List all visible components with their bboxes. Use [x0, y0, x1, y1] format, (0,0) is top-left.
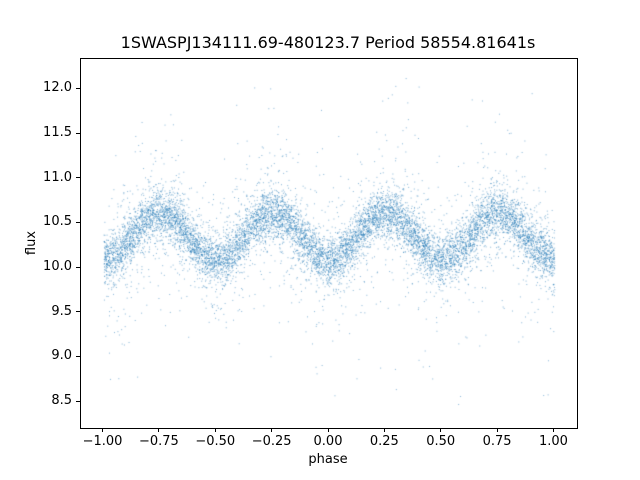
plot-area	[80, 58, 578, 429]
y-tick-mark	[76, 311, 80, 313]
y-tick-label: 10.0	[43, 259, 72, 275]
chart-title: 1SWASPJ134111.69-480123.7 Period 58554.8…	[120, 33, 536, 52]
x-tick-label: −0.50	[195, 434, 236, 449]
x-axis-label: phase	[308, 452, 348, 467]
y-axis-label: flux	[24, 230, 39, 255]
x-tick-mark	[496, 428, 498, 432]
y-tick-mark	[76, 355, 80, 357]
x-tick-mark	[440, 428, 442, 432]
x-tick-mark	[158, 428, 160, 432]
y-tick-mark	[76, 87, 80, 89]
x-tick-mark	[271, 428, 273, 432]
scatter-points	[81, 59, 577, 428]
x-tick-label: 0.50	[426, 434, 456, 449]
y-tick-mark	[76, 221, 80, 223]
y-tick-label: 9.5	[51, 303, 72, 319]
x-tick-label: 0.00	[313, 434, 343, 449]
y-tick-label: 11.0	[43, 169, 72, 185]
y-tick-label: 9.0	[51, 348, 72, 364]
x-tick-mark	[327, 428, 329, 432]
y-tick-label: 8.5	[51, 393, 72, 409]
y-tick-mark	[76, 266, 80, 268]
x-tick-mark	[552, 428, 554, 432]
y-tick-mark	[76, 132, 80, 134]
y-tick-label: 11.5	[43, 125, 72, 141]
x-tick-label: −0.75	[138, 434, 179, 449]
x-tick-mark	[214, 428, 216, 432]
x-tick-mark	[102, 428, 104, 432]
y-tick-mark	[76, 177, 80, 179]
y-tick-label: 12.0	[43, 80, 72, 96]
x-tick-label: 0.75	[482, 434, 512, 449]
x-tick-label: 1.00	[538, 434, 568, 449]
y-tick-mark	[76, 400, 80, 402]
x-tick-label: 0.25	[369, 434, 399, 449]
x-tick-label: −1.00	[82, 434, 123, 449]
x-tick-label: −0.25	[251, 434, 292, 449]
y-tick-label: 10.5	[43, 214, 72, 230]
x-tick-mark	[383, 428, 385, 432]
